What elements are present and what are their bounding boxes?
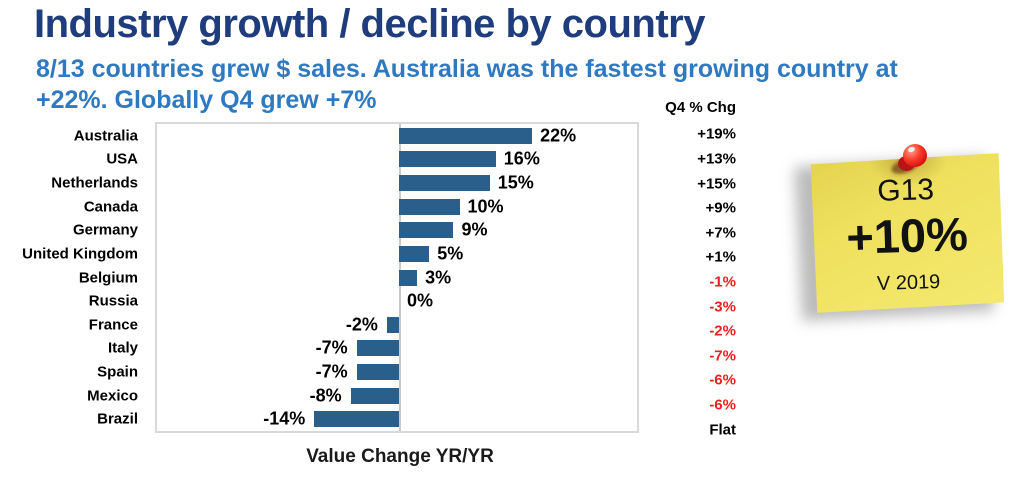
q4-change-value: Flat [709,421,736,439]
bar-value-label: -2% [345,314,378,335]
bar-value-label: 0% [407,290,434,311]
bar-netherlands [399,175,490,192]
bar-value-label: 16% [503,148,540,169]
category-label: Canada [83,198,138,216]
bar-value-label: 22% [540,125,577,146]
bar-value-label: 3% [425,267,452,287]
bar-france [386,316,399,333]
bar-value-label: 9% [461,219,488,240]
q4-column-header: Q4 % Chg [665,99,736,116]
sticky-note: G13 +10% V 2019 [794,144,1006,321]
category-label: Mexico [87,387,138,405]
page-title: Industry growth / decline by country [34,2,705,46]
sticky-note-paper: G13 +10% V 2019 [810,153,1005,313]
category-label: Germany [72,221,138,239]
x-axis-title: Value Change YR/YR [306,446,494,467]
q4-column-values: +19% +13% +15% +9% +7% +1% -1% -3% -2% -7% -6% -6% F… [650,122,738,442]
q4-change-value: -6% [709,371,736,389]
category-label: Brazil [97,410,138,428]
category-label: France [88,316,138,334]
q4-change-value: +19% [697,125,736,143]
q4-change-value: +15% [697,175,736,193]
category-label: United Kingdom [22,245,138,263]
pushpin-head [903,144,927,167]
category-label: Russia [88,292,138,310]
q4-change-value: -3% [709,298,736,316]
category-label: Italy [107,339,138,357]
pushpin-icon [888,134,938,177]
bar-belgium [399,269,418,286]
q4-change-value: -2% [709,322,736,340]
bar-value-label: -14% [263,408,306,429]
category-label: Belgium [78,269,138,286]
bar-value-label: 15% [497,172,534,193]
bar-spain [356,363,399,380]
q4-change-value: -7% [709,347,736,365]
bar-value-label: -7% [315,361,348,382]
q4-change-value: +9% [705,199,736,217]
q4-change-value: +13% [697,150,736,168]
bar-mexico [350,387,399,404]
note-value: +10% [845,207,969,264]
subtitle-line-1: 8/13 countries grew $ sales. Australia w… [36,55,898,83]
bar-italy [356,340,399,357]
bar-usa [399,151,496,168]
note-comparison-period: V 2019 [876,270,941,295]
plot-area: 22% 16% 15% 10% 9% 5% 3% 0% -2% -7% -7% -8% -14% [155,122,639,433]
bar-brazil [314,411,399,428]
bar-value-label: -7% [315,337,348,358]
bar-united-kingdom [399,245,430,262]
category-axis-labels: Australia USA Netherlands Canada Germany Unit… [0,124,146,431]
q4-change-value: +7% [705,224,736,242]
bar-canada [399,198,460,215]
category-label: Australia [73,127,138,145]
bar-value-label: 5% [437,243,464,264]
bar-value-label: -8% [309,385,342,406]
category-label: USA [106,150,138,168]
q4-change-value: -6% [709,396,736,414]
q4-change-value: -1% [709,273,736,291]
bar-value-label: 10% [467,196,504,217]
subtitle-line-2: +22%. Globally Q4 grew +7% [36,86,377,114]
subtitle: 8/13 countries grew $ sales. Australia w… [36,54,898,116]
category-label: Spain [97,363,138,381]
bar-australia [399,127,533,144]
bar-germany [399,222,454,239]
category-label: Netherlands [51,174,138,192]
q4-change-value: +1% [705,248,736,266]
